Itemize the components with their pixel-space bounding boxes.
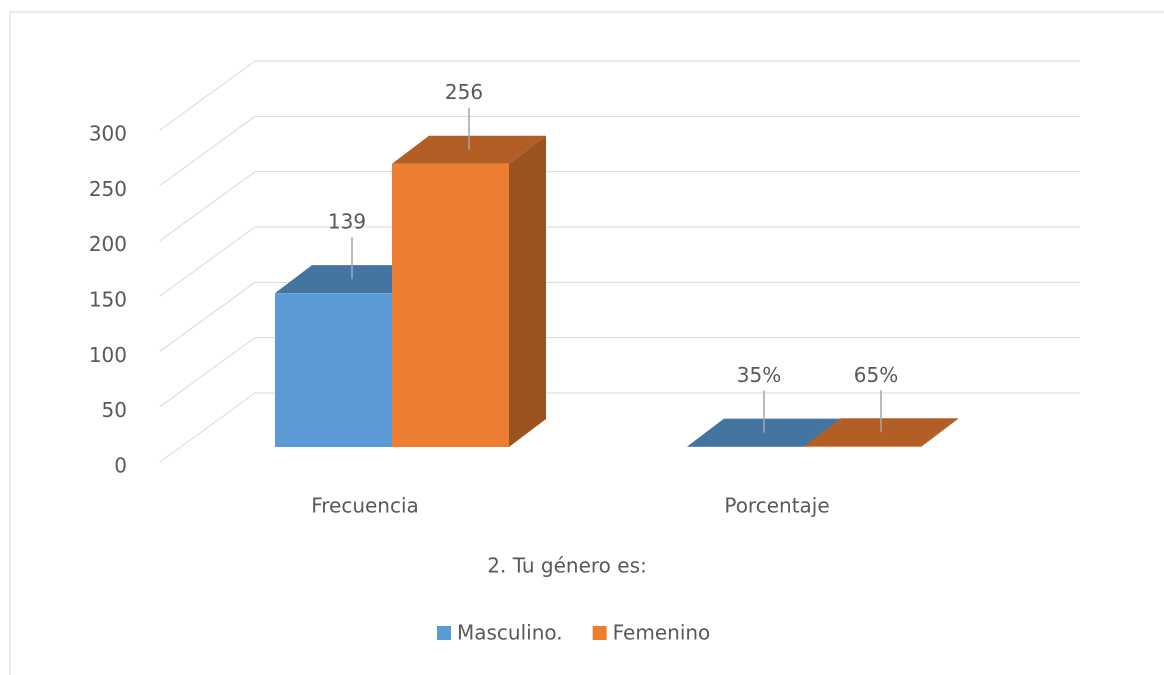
y-tick-label: 250	[89, 177, 127, 201]
y-tick-label: 0	[114, 454, 127, 478]
bar	[804, 446, 921, 447]
chart-frame	[9, 11, 1164, 675]
side-grid-line	[159, 392, 256, 463]
x-tick-label: Porcentaje	[724, 494, 829, 518]
side-grid-line	[159, 60, 256, 131]
bar-side	[921, 418, 958, 447]
side-grid-line	[159, 115, 256, 186]
side-grid-line	[159, 226, 256, 297]
x-tick-label: Frecuencia	[311, 494, 419, 518]
chart-title: 2. Tu género es:	[487, 554, 646, 578]
legend-label: Masculino.	[457, 621, 563, 645]
y-tick-label: 200	[89, 232, 127, 256]
side-grid-line	[159, 281, 256, 352]
bar-side	[509, 135, 546, 447]
data-label: 256	[445, 80, 483, 104]
bar	[392, 163, 509, 447]
legend-swatch	[592, 626, 607, 640]
side-grid-line	[159, 171, 256, 242]
data-label: 35%	[737, 363, 781, 387]
y-tick-label: 150	[89, 288, 127, 312]
legend-label: Femenino	[613, 621, 711, 645]
side-grid-line	[159, 337, 256, 408]
data-label: 139	[328, 210, 366, 234]
y-tick-label: 300	[89, 122, 127, 146]
data-label: 65%	[854, 363, 898, 387]
bar	[275, 293, 392, 447]
y-tick-label: 100	[89, 343, 127, 367]
y-tick-label: 50	[102, 398, 127, 422]
legend-swatch	[437, 626, 451, 640]
